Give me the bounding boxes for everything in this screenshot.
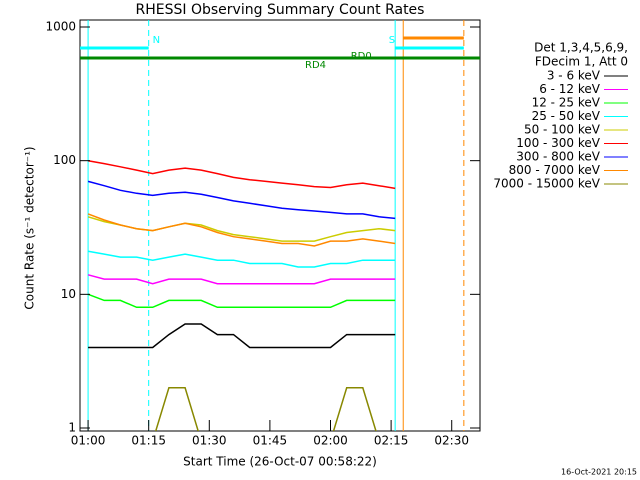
x-tick-label: 02:15	[374, 434, 409, 448]
x-tick-label: 01:00	[71, 434, 106, 448]
legend-label: 300 - 800 keV	[516, 150, 600, 164]
x-tick-label: 01:15	[131, 434, 166, 448]
legend-label: 100 - 300 keV	[516, 136, 600, 150]
plot-frame	[79, 19, 481, 432]
series-line	[87, 250, 396, 268]
legend-label: 6 - 12 keV	[539, 82, 601, 96]
series-line	[87, 213, 396, 247]
legend-title: Det 1,3,4,5,6,9,	[534, 41, 628, 55]
series-line	[87, 180, 396, 220]
footer: 16-Oct-2021 20:15	[561, 468, 637, 477]
legend-label: 25 - 50 keV	[532, 109, 601, 123]
series-line	[87, 274, 396, 285]
legend-label: 800 - 7000 keV	[509, 163, 601, 177]
series-line	[87, 159, 396, 190]
y-tick-label: 1	[68, 421, 76, 435]
legend-label: 50 - 100 keV	[524, 123, 601, 137]
series-line	[88, 323, 396, 349]
x-tick-label: 01:30	[192, 434, 227, 448]
legend-label: 7000 - 15000 keV	[493, 177, 600, 191]
series-line	[87, 293, 396, 309]
legend-label: 3 - 6 keV	[547, 69, 601, 83]
series-line	[154, 387, 377, 431]
flag-label: S	[389, 35, 395, 46]
y-tick-label: 10	[61, 287, 76, 301]
flag-label: N	[153, 35, 160, 46]
legend-label: 12 - 25 keV	[532, 96, 601, 110]
x-tick-label: 01:45	[253, 434, 288, 448]
x-tick-label: 02:00	[313, 434, 348, 448]
plot-area	[80, 20, 480, 431]
x-tick-label: 02:30	[434, 434, 469, 448]
x-axis-label: Start Time (26-Oct-07 00:58:22)	[183, 455, 377, 469]
y-axis-label: Count Rate (s⁻¹ detector⁻¹)	[23, 146, 37, 309]
chart-title: RHESSI Observing Summary Count Rates	[136, 2, 425, 18]
legend-title: FDecim 1, Att 0	[535, 55, 628, 69]
y-tick-label: 100	[53, 153, 76, 167]
y-tick-label: 1000	[45, 20, 76, 34]
flag-label: RD0	[351, 51, 372, 62]
annotation: RD4	[305, 60, 326, 71]
